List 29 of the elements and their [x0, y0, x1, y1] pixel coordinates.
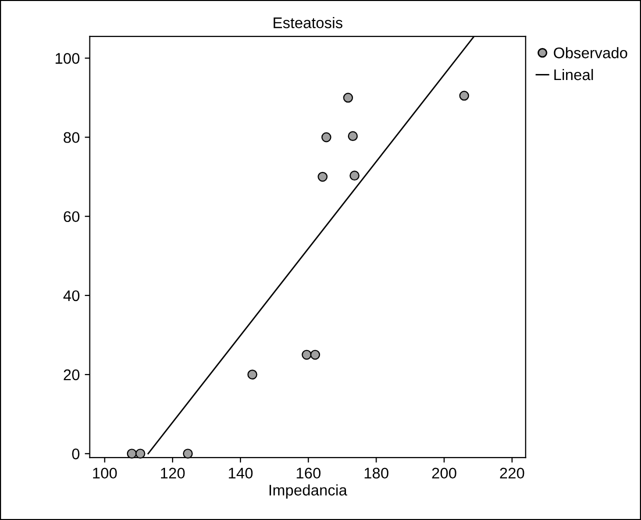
legend-label: Observado	[554, 47, 628, 58]
x-tick-label: 200	[432, 468, 456, 479]
point	[348, 131, 358, 142]
point	[302, 350, 312, 360]
legend-label: Lineal	[554, 68, 593, 80]
point	[459, 90, 470, 101]
y-tick-label: 20	[64, 369, 80, 380]
point	[310, 350, 320, 360]
point	[343, 92, 354, 103]
x-tick-label: 100	[93, 468, 117, 479]
x-axis-title: Impedancia	[270, 484, 348, 499]
x-tick-label: 180	[364, 468, 388, 479]
point	[182, 448, 193, 459]
x-tick-label: 120	[160, 468, 185, 479]
y-tick-label: 100	[56, 53, 80, 64]
y-tick-label: 40	[63, 290, 80, 302]
point	[126, 448, 137, 459]
point	[321, 132, 332, 142]
point	[247, 370, 258, 380]
x-tick-label: 140	[228, 468, 253, 479]
y-tick-label: 0	[72, 448, 80, 460]
point	[135, 448, 146, 459]
y-tick-label: 80	[64, 132, 80, 143]
chart-title: Esteatosis	[274, 16, 342, 28]
x-tick-label: 220	[500, 468, 524, 479]
point	[350, 170, 360, 181]
y-tick-label: 60	[64, 211, 80, 222]
x-tick-label: 160	[296, 468, 321, 479]
point	[318, 172, 328, 182]
